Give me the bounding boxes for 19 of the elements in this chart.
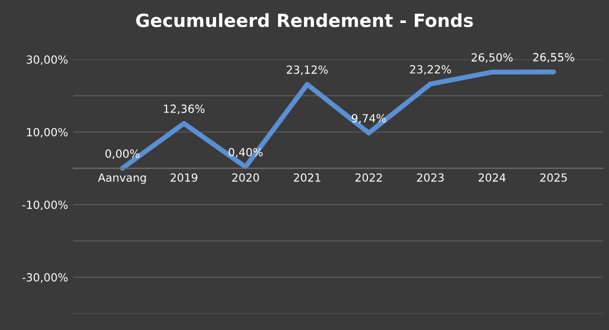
- x-tick-label: 2023: [417, 173, 444, 182]
- x-tick-label: Aanvang: [98, 174, 146, 184]
- text: 23,12%: [286, 65, 328, 76]
- text: 26,50%: [472, 53, 513, 63]
- text: 26,55%: [533, 53, 574, 63]
- x-tick-label: 2020: [232, 173, 259, 182]
- x-tick-label: 2019: [170, 173, 198, 182]
- chart-title: Gecumuleerd Rendement - Fonds: [136, 13, 473, 28]
- y-tick-label: 10,00%: [27, 128, 68, 138]
- x-tick-label: 2024: [478, 173, 506, 182]
- text: 12,36%: [164, 104, 205, 114]
- y-tick-label: -10,00%: [22, 200, 68, 210]
- text: 23,22%: [410, 65, 451, 75]
- text: 0,00%: [105, 149, 140, 159]
- y-tick-label: -30,00%: [22, 273, 68, 283]
- y-tick-label: 30,00%: [26, 55, 68, 65]
- x-tick-label: 2022: [355, 173, 382, 182]
- x-tick-label: 2025: [540, 173, 567, 182]
- x-tick-label: 2021: [294, 173, 320, 182]
